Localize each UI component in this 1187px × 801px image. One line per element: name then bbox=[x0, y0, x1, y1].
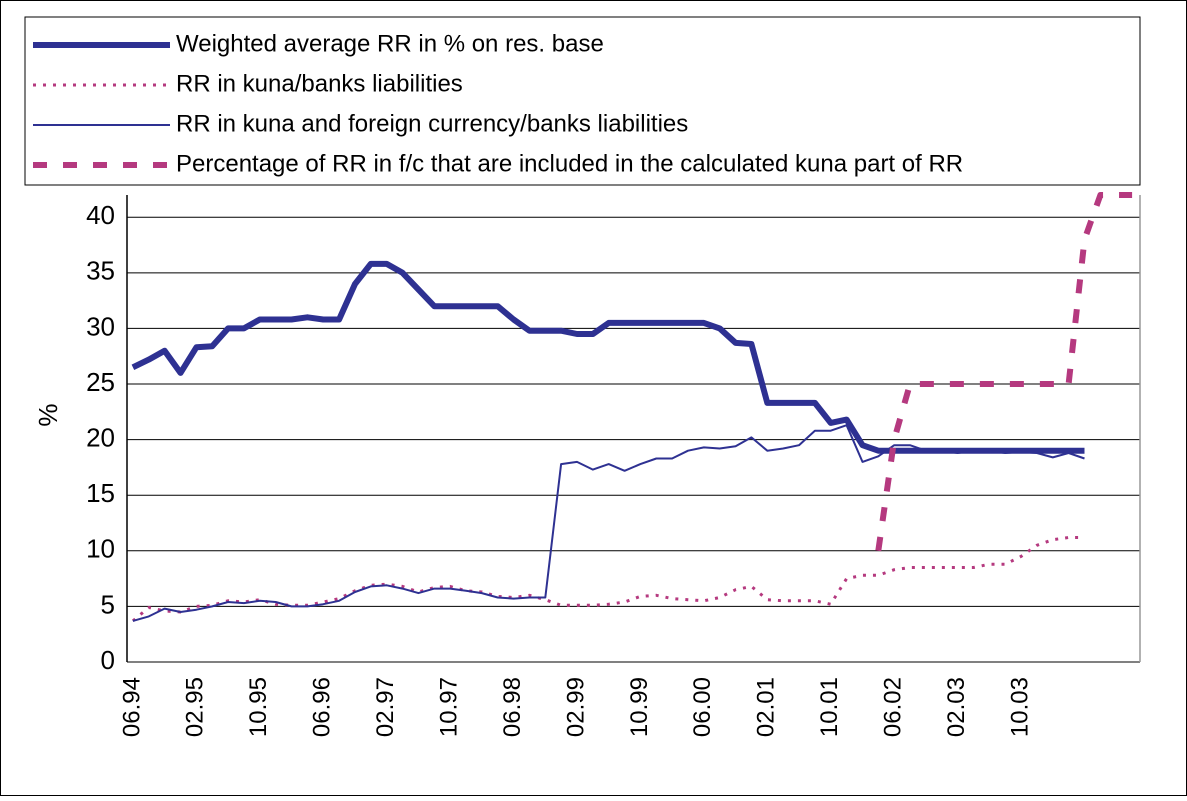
x-tick-label: 02.01 bbox=[753, 677, 780, 737]
x-tick-label: 06.02 bbox=[880, 677, 907, 737]
y-axis-label: % bbox=[33, 403, 63, 426]
y-tick-label: 35 bbox=[86, 256, 115, 286]
y-tick-label: 30 bbox=[86, 311, 115, 341]
y-tick-label: 25 bbox=[86, 367, 115, 397]
y-tick-label: 15 bbox=[86, 478, 115, 508]
y-tick-label: 20 bbox=[86, 422, 115, 452]
y-tick-label: 40 bbox=[86, 200, 115, 230]
x-tick-label: 06.00 bbox=[689, 677, 716, 737]
x-tick-label: 02.97 bbox=[372, 677, 399, 737]
x-tick-label: 10.95 bbox=[245, 677, 272, 737]
series-line bbox=[875, 192, 1133, 552]
x-tick-label: 10.99 bbox=[626, 677, 653, 737]
x-tick-label: 10.01 bbox=[816, 677, 843, 737]
series-line bbox=[131, 536, 1085, 623]
legend-box bbox=[24, 16, 1141, 186]
x-tick-label: 06.94 bbox=[118, 677, 145, 737]
y-tick-label: 0 bbox=[101, 645, 115, 675]
x-tick-label: 10.03 bbox=[1006, 677, 1033, 737]
legend-label: Weighted average RR in % on res. base bbox=[176, 30, 604, 57]
x-tick-label: 06.96 bbox=[309, 677, 336, 737]
y-tick-label: 5 bbox=[101, 589, 115, 619]
x-tick-label: 02.03 bbox=[943, 677, 970, 737]
x-tick-label: 02.99 bbox=[562, 677, 589, 737]
y-tick-label: 10 bbox=[86, 534, 115, 564]
legend-label: RR in kuna/banks liabilities bbox=[176, 70, 463, 97]
legend-label: RR in kuna and foreign currency/banks li… bbox=[176, 110, 688, 137]
x-tick-label: 10.97 bbox=[435, 677, 462, 737]
x-tick-label: 06.98 bbox=[499, 677, 526, 737]
legend-label: Percentage of RR in f/c that are include… bbox=[176, 150, 963, 177]
series-line bbox=[132, 424, 1085, 622]
x-tick-label: 02.95 bbox=[182, 677, 209, 737]
